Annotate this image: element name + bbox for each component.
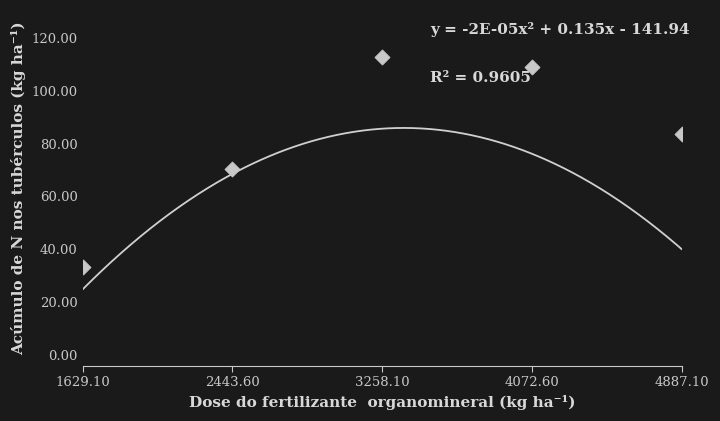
Point (526, 63, 538, 70)
Text: y = -2E-05x² + 0.135x - 141.94: y = -2E-05x² + 0.135x - 141.94 (430, 22, 690, 37)
Point (227, 165, 238, 172)
Point (77, 263, 89, 270)
X-axis label: Dose do fertilizante  organomineral (kg ha⁻¹): Dose do fertilizante organomineral (kg h… (189, 395, 575, 410)
Point (676, 131, 688, 138)
Y-axis label: Acúmulo de N nos tubérculos (kg ha⁻¹): Acúmulo de N nos tubérculos (kg ha⁻¹) (11, 22, 26, 355)
Text: R² = 0.9605: R² = 0.9605 (430, 72, 531, 85)
Point (377, 54, 388, 61)
